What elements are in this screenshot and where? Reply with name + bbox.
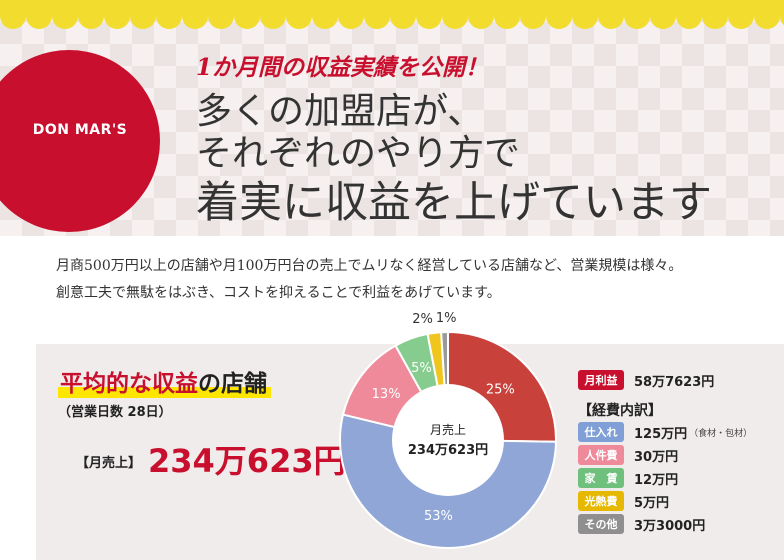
legend-item-yachin: 家 賃 12万円	[578, 468, 678, 488]
panel-title-rest: の店舗	[198, 371, 267, 397]
scallop	[130, 3, 156, 29]
scallop	[26, 3, 52, 29]
legend-profit: 月利益 58万7623円	[578, 370, 714, 390]
scalloped-top-band	[0, 0, 784, 29]
brand-circle	[0, 50, 160, 232]
legend-item-sonota: その他 3万3000円	[578, 514, 705, 534]
headline-line-3: 着実に収益を上げています	[196, 178, 712, 228]
description-line-1: 月商500万円以上の店舗や月100万円台の売上でムリなく経営している店舗など、営…	[56, 258, 683, 274]
headline-line-1: 多くの加盟店が、	[196, 91, 484, 132]
legend-value-kounetsuhi: 5万円	[634, 495, 670, 511]
revenue-label: 【月売上】	[76, 456, 142, 471]
scallop	[624, 3, 650, 29]
panel-title-highlight: 平均的な収益	[60, 371, 198, 397]
scallop	[208, 3, 234, 29]
scallop	[702, 3, 728, 29]
pie-label-0: 25%	[486, 382, 515, 397]
headline-line-2: それぞれのやり方で	[196, 133, 521, 174]
profit-badge: 月利益	[578, 370, 624, 390]
scallop	[728, 3, 754, 29]
scallop	[78, 3, 104, 29]
legend-value-yachin: 12万円	[634, 472, 679, 488]
scallop	[442, 3, 468, 29]
pie-label-4: 2%	[412, 312, 433, 327]
legend-item-kounetsuhi: 光熱費 5万円	[578, 491, 669, 511]
scallop	[546, 3, 572, 29]
scallop	[182, 3, 208, 29]
scallop	[52, 3, 78, 29]
legend-badge-yachin: 家 賃	[578, 468, 624, 488]
scallop	[234, 3, 260, 29]
legend-badge-sonota: その他	[578, 514, 624, 534]
brand-logo-text: DON MAR'S	[32, 122, 128, 138]
scallop	[416, 3, 442, 29]
scallop	[520, 3, 546, 29]
legend-badge-shiire: 仕入れ	[578, 422, 624, 442]
pie-label-1: 53%	[424, 509, 453, 524]
scallop	[650, 3, 676, 29]
scallop	[156, 3, 182, 29]
pie-center-value: 234万623円	[408, 443, 488, 458]
pie-center-hole	[392, 384, 504, 496]
scallop	[468, 3, 494, 29]
scallop	[260, 3, 286, 29]
legend-value-jinkenhi: 30万円	[634, 449, 679, 465]
hero-kicker: 1か月間の収益実績を公開！	[196, 54, 489, 81]
panel-title: 平均的な収益の店舗	[58, 364, 271, 398]
description-line-2: 創意工夫で無駄をはぶき、コストを抑えることで利益をあげています。	[56, 285, 501, 301]
pie-label-2: 13%	[372, 387, 401, 402]
scallop	[0, 3, 26, 29]
scallop	[754, 3, 780, 29]
legend-value-sonota: 3万3000円	[634, 518, 706, 534]
scallop	[338, 3, 364, 29]
scallop	[780, 6, 784, 26]
legend-value-shiire: 125万円	[634, 426, 688, 442]
profit-value: 58万7623円	[634, 374, 715, 390]
scallop	[598, 3, 624, 29]
scallop	[286, 3, 312, 29]
revenue-value: 234万623円	[148, 442, 346, 480]
pie-label-3: 5%	[411, 361, 432, 376]
scallop	[572, 3, 598, 29]
scallop	[364, 3, 390, 29]
legend-note-shiire: （食材・包材）	[689, 428, 753, 439]
legend-item-shiire: 仕入れ 125万円 （食材・包材）	[578, 422, 752, 442]
scallop	[494, 3, 520, 29]
scallop	[312, 3, 338, 29]
operating-days: （営業日数 28日）	[58, 405, 172, 420]
scallop	[104, 3, 130, 29]
breakdown-title: 【経費内訳】	[578, 403, 662, 419]
legend-badge-jinkenhi: 人件費	[578, 445, 624, 465]
scallop	[390, 3, 416, 29]
legend-item-jinkenhi: 人件費 30万円	[578, 445, 678, 465]
scallop	[676, 3, 702, 29]
pie-label-5: 1%	[436, 311, 457, 326]
legend-badge-kounetsuhi: 光熱費	[578, 491, 624, 511]
pie-center-label: 月売上	[430, 422, 466, 437]
